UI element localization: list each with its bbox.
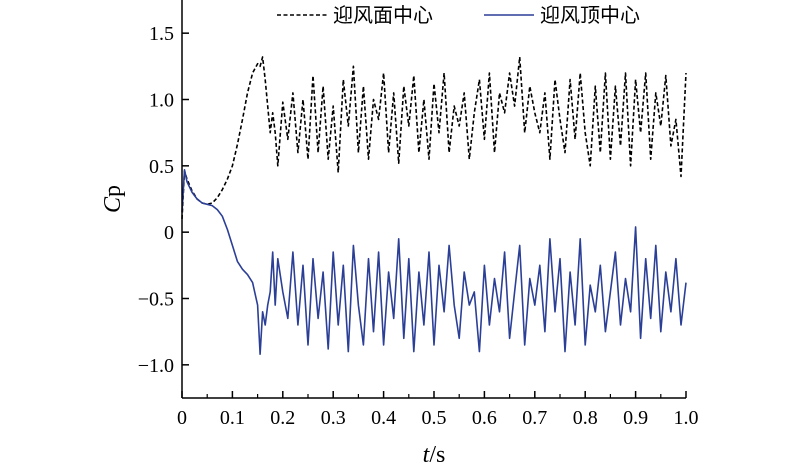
x-tick-label: 0	[177, 407, 187, 429]
plot-lines	[181, 56, 687, 355]
y-tick-label: 0.5	[149, 156, 174, 178]
x-axis-label-unit: /s	[429, 442, 445, 468]
legend-label-1: 迎风面中心	[333, 3, 433, 27]
x-tick-label: 0.8	[573, 407, 598, 429]
y-axis-label: Cp	[100, 185, 126, 213]
x-tick-label: 0.9	[623, 407, 648, 429]
y-ticks: 1.5 1.0 0.5 0 −0.5 −1.0	[138, 23, 189, 377]
legend: 迎风面中心 迎风顶中心	[277, 3, 640, 27]
x-tick-label: 0.3	[321, 407, 346, 429]
x-ticks: 0 0.1 0.2 0.3 0.4 0.5 0.6 0.7 0.8 0.9 1.0	[177, 391, 699, 429]
y-axis-label-main: C	[100, 196, 126, 213]
legend-label-2: 迎风顶中心	[540, 3, 640, 27]
series-line-2	[181, 169, 687, 355]
y-tick-label: −0.5	[138, 289, 174, 311]
x-tick-label: 0.1	[220, 407, 245, 429]
x-tick-label: 0.7	[522, 407, 547, 429]
x-tick-label: 0.6	[472, 407, 497, 429]
x-tick-label: 1.0	[674, 407, 699, 429]
x-tick-label: 0.4	[371, 407, 396, 429]
y-tick-label: 1.5	[149, 23, 174, 45]
x-axis-label: t/s	[423, 442, 446, 468]
x-axis-label-var: t	[423, 442, 431, 468]
y-tick-label: −1.0	[138, 355, 174, 377]
x-tick-label: 0.5	[422, 407, 447, 429]
y-axis-label-sub: p	[100, 185, 126, 197]
y-tick-label: 1.0	[149, 90, 174, 112]
series-line-1	[181, 56, 687, 219]
x-tick-label: 0.2	[270, 407, 295, 429]
y-tick-label: 0	[164, 222, 174, 244]
